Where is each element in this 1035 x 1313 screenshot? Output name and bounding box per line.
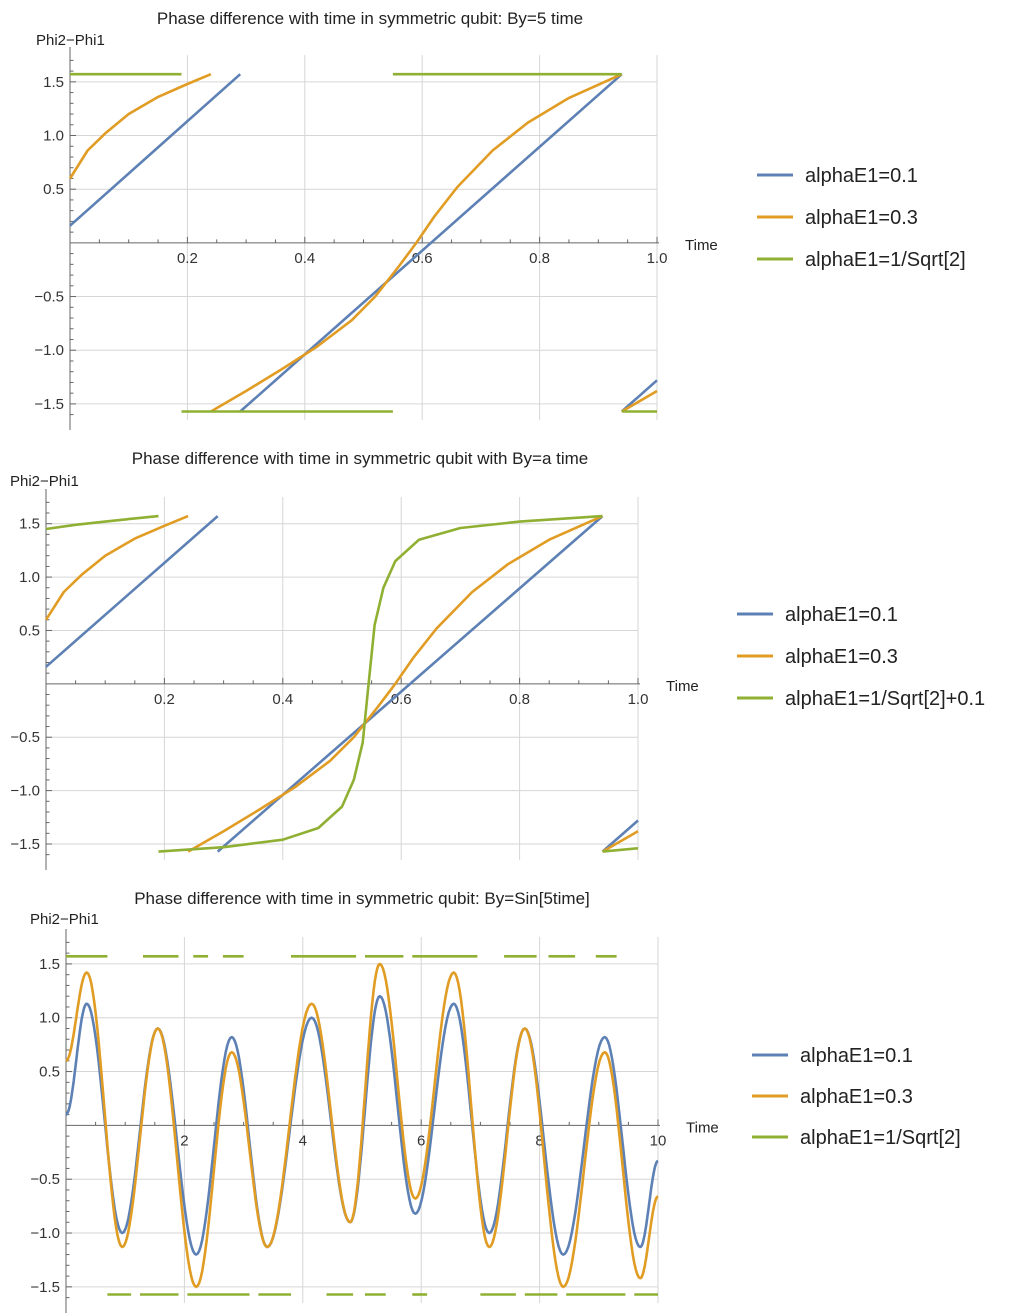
x-tick-label: 0.4 bbox=[272, 691, 293, 708]
chart-3: Phase difference with time in symmetric … bbox=[30, 889, 961, 1313]
y-tick-label: 1.0 bbox=[39, 1010, 60, 1027]
x-tick-label: 8 bbox=[535, 1132, 543, 1149]
x-tick-label: 1.0 bbox=[628, 691, 649, 708]
legend: alphaE1=0.1 alphaE1=0.3 alphaE1=1/Sqrt[2] bbox=[757, 165, 966, 271]
y-tick-label: 0.5 bbox=[39, 1064, 60, 1081]
x-tick-label: 0.8 bbox=[509, 691, 530, 708]
x-axis-label: Time bbox=[686, 1119, 719, 1136]
y-tick-label: 0.5 bbox=[43, 181, 64, 198]
series-segment bbox=[45, 515, 219, 668]
plot-area bbox=[44, 514, 639, 853]
series-2 bbox=[68, 73, 658, 413]
x-tick-label: 0.2 bbox=[154, 691, 175, 708]
series-3 bbox=[45, 514, 639, 853]
legend-label: alphaE1=0.1 bbox=[805, 165, 918, 187]
y-tick-label: 1.5 bbox=[19, 516, 40, 533]
series-2 bbox=[44, 514, 639, 853]
x-axis-label: Time bbox=[666, 678, 699, 695]
y-axis-label: Phi2−Phi1 bbox=[36, 32, 105, 49]
x-tick-label: 6 bbox=[417, 1132, 425, 1149]
legend-label: alphaE1=1/Sqrt[2]+0.1 bbox=[785, 688, 985, 710]
legend-label: alphaE1=1/Sqrt[2] bbox=[800, 1127, 961, 1149]
x-tick-label: 2 bbox=[180, 1132, 188, 1149]
y-tick-label: −0.5 bbox=[30, 1171, 60, 1188]
x-tick-label: 1.0 bbox=[647, 250, 668, 267]
chart-1: Phase difference with time in symmetric … bbox=[34, 9, 966, 430]
legend-label: alphaE1=0.3 bbox=[800, 1086, 913, 1108]
legend-label: alphaE1=0.3 bbox=[785, 646, 898, 668]
y-axis-label: Phi2−Phi1 bbox=[30, 911, 99, 928]
legend-label: alphaE1=0.1 bbox=[785, 604, 898, 626]
series-segment bbox=[620, 379, 658, 413]
series-segment bbox=[69, 73, 242, 227]
y-tick-label: 1.5 bbox=[39, 956, 60, 973]
series-2 bbox=[65, 962, 659, 1289]
chart-title: Phase difference with time in symmetric … bbox=[157, 9, 583, 28]
series-segment bbox=[601, 830, 639, 853]
y-tick-label: −1.0 bbox=[34, 342, 64, 359]
series-segment bbox=[158, 514, 603, 853]
legend: alphaE1=0.1 alphaE1=0.3 alphaE1=1/Sqrt[2]+… bbox=[737, 604, 985, 710]
y-tick-label: 1.5 bbox=[43, 74, 64, 91]
series-segment bbox=[621, 389, 658, 413]
chart-2: Phase difference with time in symmetric … bbox=[10, 449, 985, 870]
x-tick-label: 10 bbox=[650, 1132, 667, 1149]
series-line bbox=[65, 962, 659, 1289]
plot-area bbox=[68, 72, 658, 413]
series-segment bbox=[210, 73, 623, 413]
y-tick-label: −1.5 bbox=[34, 396, 64, 413]
series-segment bbox=[45, 514, 159, 531]
series-segment bbox=[187, 514, 604, 853]
y-tick-label: −1.0 bbox=[10, 783, 40, 800]
series-segment bbox=[601, 819, 639, 853]
y-tick-label: −1.0 bbox=[30, 1225, 60, 1242]
plot-area bbox=[65, 954, 659, 1296]
x-tick-label: 0.8 bbox=[529, 250, 550, 267]
series-segment bbox=[68, 73, 212, 180]
legend: alphaE1=0.1 alphaE1=0.3 alphaE1=1/Sqrt[2] bbox=[752, 1045, 961, 1149]
y-tick-label: −1.5 bbox=[10, 836, 40, 853]
y-tick-label: 1.0 bbox=[19, 569, 40, 586]
series-segment bbox=[44, 514, 189, 621]
chart-title: Phase difference with time in symmetric … bbox=[134, 889, 590, 908]
y-axis-label: Phi2−Phi1 bbox=[10, 473, 79, 490]
y-tick-label: −0.5 bbox=[10, 729, 40, 746]
legend-label: alphaE1=0.3 bbox=[805, 207, 918, 229]
x-axis-label: Time bbox=[685, 237, 718, 254]
series-3 bbox=[66, 954, 658, 1296]
x-tick-label: 0.2 bbox=[177, 250, 198, 267]
y-tick-label: 0.5 bbox=[19, 622, 40, 639]
series-segment bbox=[602, 847, 639, 853]
x-tick-label: 0.4 bbox=[294, 250, 315, 267]
legend-label: alphaE1=0.1 bbox=[800, 1045, 913, 1067]
x-tick-label: 4 bbox=[299, 1132, 307, 1149]
series-3 bbox=[70, 72, 657, 413]
legend-label: alphaE1=1/Sqrt[2] bbox=[805, 249, 966, 271]
chart-title: Phase difference with time in symmetric … bbox=[132, 449, 589, 468]
y-tick-label: 1.0 bbox=[43, 128, 64, 145]
y-tick-label: −1.5 bbox=[30, 1279, 60, 1296]
y-tick-label: −0.5 bbox=[34, 289, 64, 306]
